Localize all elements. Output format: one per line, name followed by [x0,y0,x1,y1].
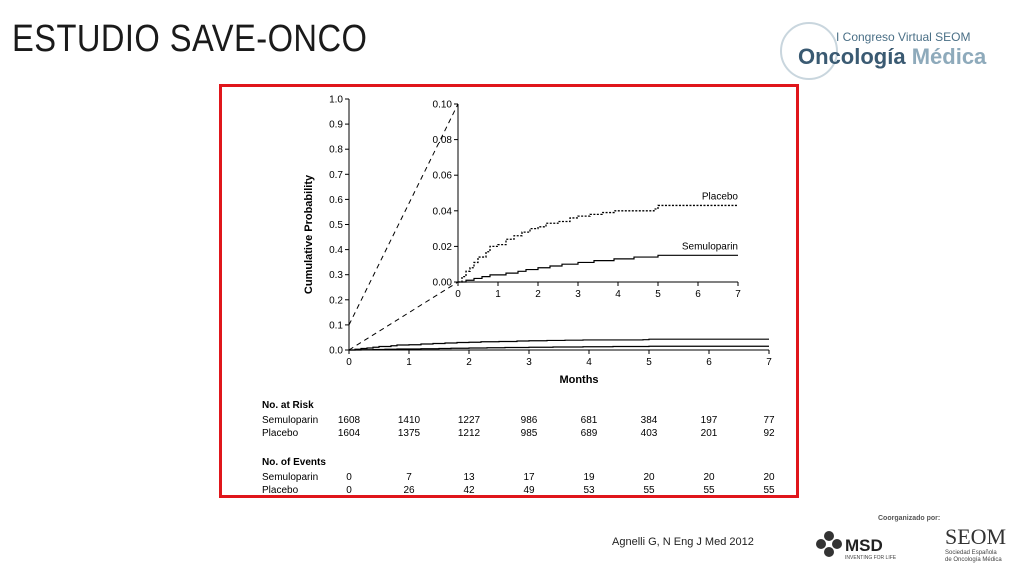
y-tick-label: 0.9 [329,120,343,131]
y-tick-label: 0.3 [329,270,343,281]
x-tick-label: 0 [346,357,352,368]
inset-series-semuloparin [458,254,738,283]
events-cell: 0 [346,472,352,483]
at-risk-cell: 384 [641,415,658,426]
congress-line2b: Médica [911,44,987,69]
inset-y-tick-label: 0.02 [433,242,453,253]
at-risk-title: No. at Risk [262,400,314,411]
seom-sub1: Sociedad Española [945,550,997,556]
inset-series-placebo [458,204,738,283]
events-cell: 17 [523,472,535,483]
inset-y-tick-label: 0.10 [433,100,453,111]
at-risk-cell: 985 [521,428,538,439]
events-cell: 53 [583,485,595,495]
inset-y-tick-label: 0.08 [433,135,453,146]
at-risk-row-label: Placebo [262,428,299,439]
events-cell: 49 [523,485,535,495]
x-tick-label: 1 [406,357,412,368]
y-tick-label: 0.8 [329,145,343,156]
events-cell: 55 [643,485,655,495]
zoom-connector-bottom [348,281,459,351]
events-cell: 20 [703,472,715,483]
events-row-label: Placebo [262,485,299,495]
events-cell: 42 [463,485,475,495]
events-cell: 55 [763,485,775,495]
series-label-semuloparin: Semuloparin [682,241,738,252]
y-tick-label: 0.6 [329,195,343,206]
x-axis-label: Months [559,374,598,386]
x-tick-label: 4 [586,357,592,368]
events-title: No. of Events [262,457,326,468]
at-risk-cell: 201 [701,428,718,439]
x-tick-label: 2 [466,357,472,368]
events-row-label: Semuloparin [262,472,318,483]
at-risk-cell: 92 [763,428,775,439]
inset-y-tick-label: 0.04 [433,206,453,217]
congress-line2a: ncología [815,44,906,69]
events-cell: 13 [463,472,475,483]
at-risk-row-label: Semuloparin [262,415,318,426]
events-cell: 7 [406,472,412,483]
at-risk-cell: 1608 [338,415,361,426]
at-risk-cell: 689 [581,428,598,439]
inset-y-tick-label: 0.06 [433,171,453,182]
congress-logo: I Congreso Virtual SEOM Oncología Médica [780,22,1012,84]
main-series-placebo [349,338,769,351]
y-tick-label: 0.1 [329,320,343,331]
at-risk-cell: 986 [521,415,538,426]
x-tick-label: 6 [706,357,712,368]
x-tick-label: 3 [526,357,532,368]
events-cell: 26 [403,485,415,495]
x-tick-label: 5 [646,357,652,368]
at-risk-cell: 403 [641,428,658,439]
series-label-placebo: Placebo [702,191,739,202]
msd-sub: INVENTING FOR LIFE [845,555,897,561]
seom-sub2: de Oncología Médica [945,557,1002,563]
at-risk-cell: 1227 [458,415,481,426]
at-risk-cell: 1212 [458,428,481,439]
logo-circle-icon [780,22,838,80]
inset-x-tick-label: 7 [735,289,741,300]
at-risk-cell: 681 [581,415,598,426]
y-tick-label: 0.4 [329,245,343,256]
y-tick-label: 0.2 [329,295,343,306]
at-risk-cell: 197 [701,415,718,426]
msd-text: MSD [845,536,883,555]
events-cell: 55 [703,485,715,495]
y-axis-label: Cumulative Probability [303,174,315,294]
seom-logo: SEOM Sociedad Española de Oncología Médi… [945,524,1015,564]
figure-frame: 0.0 0.1 0.2 0.3 0.4 0.5 0.6 0.7 0.8 0.9 1.0 0 1 2 3 4 5 6… [219,84,799,498]
inset-y-tick-label: 0.00 [433,278,453,289]
y-tick-label: 0.0 [329,346,343,357]
events-cell: 20 [763,472,775,483]
at-risk-cell: 1410 [398,415,421,426]
inset-x-tick-label: 2 [535,289,541,300]
congress-line1: I Congreso Virtual SEOM [836,30,971,44]
at-risk-cell: 77 [763,415,775,426]
inset-x-tick-label: 3 [575,289,581,300]
seom-text: SEOM [945,524,1007,549]
slide-title: ESTUDIO SAVE-ONCO [12,18,368,60]
coorganized-label: Coorganizado por: [878,515,941,522]
events-cell: 0 [346,485,352,495]
y-tick-label: 0.7 [329,170,343,181]
citation: Agnelli G, N Eng J Med 2012 [612,536,754,548]
events-cell: 20 [643,472,655,483]
km-chart: 0.0 0.1 0.2 0.3 0.4 0.5 0.6 0.7 0.8 0.9 1.0 0 1 2 3 4 5 6… [262,95,775,496]
at-risk-cell: 1375 [398,428,421,439]
inset-x-tick-label: 5 [655,289,661,300]
y-tick-label: 1.0 [329,95,343,106]
at-risk-cell: 1604 [338,428,361,439]
events-cell: 19 [583,472,595,483]
inset-x-tick-label: 1 [495,289,501,300]
msd-mark-icon [816,531,842,557]
y-tick-label: 0.5 [329,220,343,231]
congress-line2: Oncología Médica [798,44,987,69]
inset-x-tick-label: 0 [455,289,461,300]
main-series-semuloparin [349,345,769,351]
msd-logo: MSD INVENTING FOR LIFE [815,530,896,564]
x-tick-label: 7 [766,357,772,368]
inset-x-tick-label: 4 [615,289,621,300]
inset-x-tick-label: 6 [695,289,701,300]
